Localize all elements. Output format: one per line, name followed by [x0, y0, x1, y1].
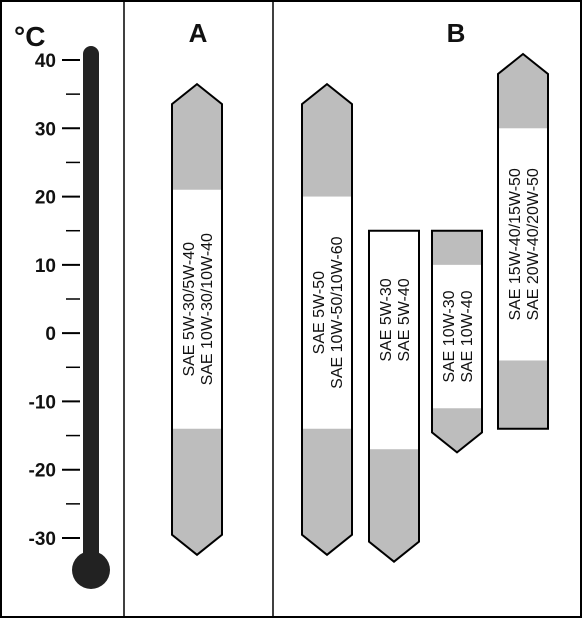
bar-white-band — [172, 189, 222, 429]
bar-label: SAE 5W-30/5W-40SAE 10W-30/10W-40 — [181, 233, 216, 385]
bar-white-band — [369, 230, 419, 450]
y-tick-label: 40 — [35, 51, 56, 72]
bar-label: SAE 10W-30SAE 10W-40 — [441, 290, 476, 382]
y-tick-label: 0 — [45, 324, 56, 345]
bar-b3: SAE 10W-30SAE 10W-40 — [431, 229, 483, 454]
bar-label-line: SAE 10W-50/10W-60 — [329, 236, 346, 388]
y-tick-label: -30 — [29, 529, 56, 550]
bar-label-line: SAE 5W-40 — [396, 278, 413, 361]
bar-label-line: SAE 15W-40/15W-50 — [507, 168, 524, 320]
group-label-b: B — [447, 18, 466, 48]
bar-outline — [431, 229, 483, 454]
bar-label: SAE 15W-40/15W-50SAE 20W-40/20W-50 — [507, 168, 542, 320]
bar-a1: SAE 5W-30/5W-40SAE 10W-30/10W-40 — [171, 82, 223, 557]
bar-outline — [301, 82, 353, 557]
thermometer-stem — [83, 46, 99, 576]
viscosity-bars: SAE 5W-30/5W-40SAE 10W-30/10W-40 SAE 5W-5… — [171, 52, 549, 563]
y-tick-label: -10 — [29, 392, 56, 413]
group-label-a: A — [189, 18, 208, 48]
thermometer — [72, 46, 110, 589]
y-tick-label: 30 — [35, 119, 56, 140]
unit-label: °C — [14, 21, 45, 52]
bar-label: SAE 5W-30SAE 5W-40 — [378, 278, 413, 361]
bar-outline — [368, 229, 420, 563]
bar-outline — [497, 52, 549, 430]
thermometer-bulb — [72, 551, 110, 589]
bar-b1: SAE 5W-50SAE 10W-50/10W-60 — [301, 82, 353, 557]
bar-label-line: SAE 10W-40 — [459, 290, 476, 382]
bar-label-line: SAE 5W-50 — [311, 271, 328, 354]
y-tick-label: 20 — [35, 188, 56, 209]
bar-label-line: SAE 20W-40/20W-50 — [525, 168, 542, 320]
bar-white-band — [302, 196, 352, 429]
y-tick-label: 10 — [35, 256, 56, 277]
bar-label-line: SAE 5W-30/5W-40 — [181, 242, 198, 377]
bar-label: SAE 5W-50SAE 10W-50/10W-60 — [311, 236, 346, 388]
bar-label-line: SAE 10W-30/10W-40 — [199, 233, 216, 385]
bar-b2: SAE 5W-30SAE 5W-40 — [368, 229, 420, 563]
bar-b4: SAE 15W-40/15W-50SAE 20W-40/20W-50 — [497, 52, 549, 430]
bar-white-band — [498, 128, 548, 361]
y-tick-label: -20 — [29, 461, 56, 482]
bar-white-band — [432, 264, 482, 409]
temperature-axis: 40 30 20 10 0 -10 -20 -30 — [29, 51, 80, 550]
bar-outline — [171, 82, 223, 557]
bar-label-line: SAE 5W-30 — [378, 278, 395, 361]
bar-label-line: SAE 10W-30 — [441, 290, 458, 382]
